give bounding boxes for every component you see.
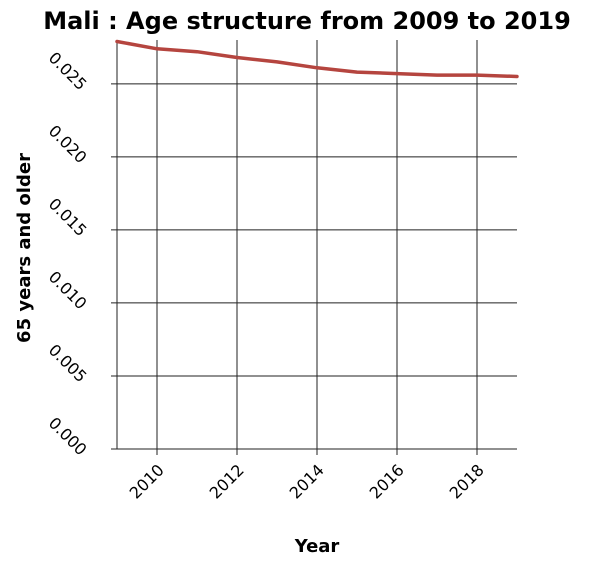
y-tick-label: 0.015 [45, 194, 91, 240]
y-tick-labels: 0.000 0.005 0.010 0.015 0.020 0.025 [45, 48, 91, 459]
y-tick-label: 0.020 [45, 121, 91, 167]
y-axis-label: 65 years and older [14, 153, 35, 343]
y-tick-label: 0.010 [45, 267, 91, 313]
x-tick-label: 2018 [446, 460, 488, 502]
y-tick-label: 0.000 [45, 413, 91, 459]
grid-layer [111, 40, 517, 455]
x-tick-label: 2010 [126, 460, 168, 502]
y-tick-label: 0.005 [45, 340, 91, 386]
chart-title: Mali : Age structure from 2009 to 2019 [43, 7, 571, 35]
series-line [115, 39, 519, 79]
series-layer [115, 39, 519, 79]
x-axis-label: Year [294, 536, 340, 557]
y-tick-label: 0.025 [45, 48, 91, 94]
x-tick-label: 2012 [206, 460, 248, 502]
x-tick-label: 2016 [366, 460, 408, 502]
x-tick-label: 2014 [286, 460, 328, 502]
x-tick-labels: 2010 2012 2014 2016 2018 [126, 460, 488, 502]
